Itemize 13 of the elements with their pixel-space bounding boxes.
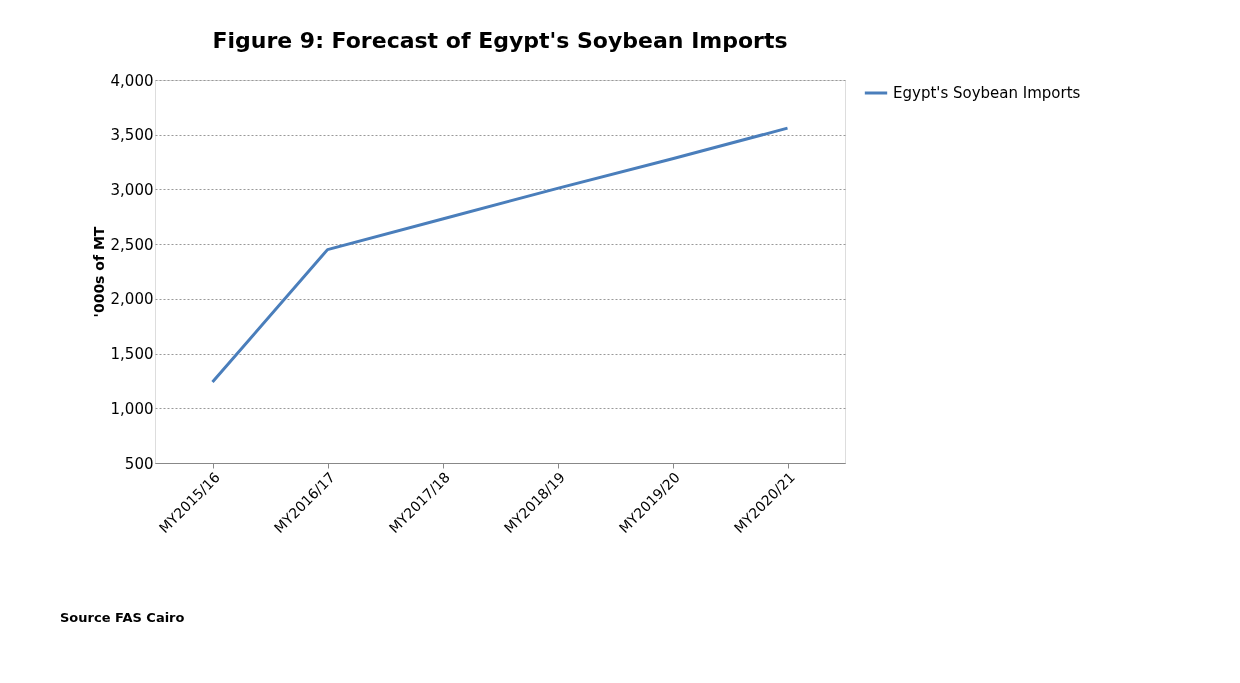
y-tick-label: 4,000 (110, 71, 154, 90)
source-note: Source FAS Cairo (60, 610, 185, 625)
y-tick-label: 3,000 (110, 180, 154, 199)
y-tick-label: 1,500 (110, 345, 154, 364)
line-series (211, 126, 789, 384)
y-tick-label: 500 (124, 454, 154, 473)
y-tick-label: 3,500 (110, 126, 154, 145)
chart-title: Figure 9: Forecast of Egypt's Soybean Imports (212, 28, 788, 53)
y-tick-label: 1,000 (110, 399, 154, 418)
y-tick-label: 2,500 (110, 235, 154, 254)
y-axis-title: '000s of MT (90, 226, 107, 318)
y-tick-label: 2,000 (110, 290, 154, 309)
legend-label: Egypt's Soybean Imports (893, 84, 1081, 102)
